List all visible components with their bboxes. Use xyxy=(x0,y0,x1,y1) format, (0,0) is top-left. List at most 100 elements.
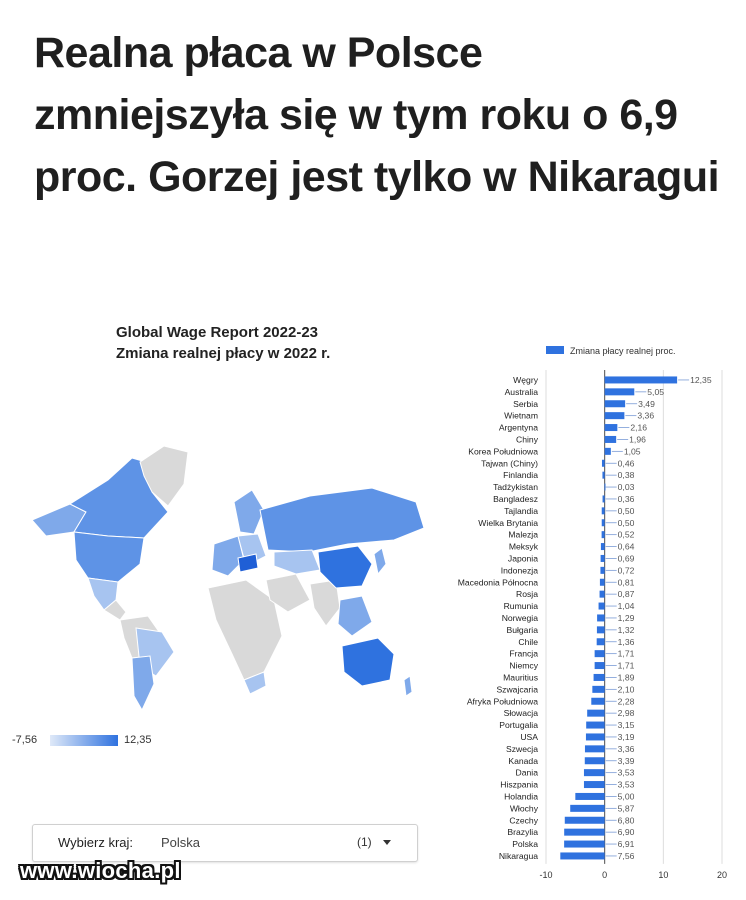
bar[interactable] xyxy=(600,554,605,562)
map-region-usa[interactable] xyxy=(73,531,145,583)
map-region-canada[interactable] xyxy=(68,457,169,539)
bar-chart: Zmiana płacy realnej proc. -10 0 10 20 Węgry 1… xyxy=(458,346,727,880)
category-label: Chiny xyxy=(516,434,539,444)
category-label: Brazylia xyxy=(507,827,538,837)
map-region-middle-east[interactable] xyxy=(265,573,311,613)
watermark: www.wiocha.pl xyxy=(20,858,181,883)
map-region-western-europe[interactable] xyxy=(211,535,245,577)
bar[interactable] xyxy=(600,543,605,551)
bar[interactable] xyxy=(599,590,605,598)
legend-swatch xyxy=(546,346,564,354)
bar[interactable] xyxy=(604,435,617,443)
country-selector[interactable]: Wybierz kraj: Polska (1) xyxy=(32,824,418,862)
bar[interactable] xyxy=(592,685,605,693)
map-region-southeast-asia[interactable] xyxy=(337,595,373,637)
bar[interactable] xyxy=(594,650,605,658)
bar[interactable] xyxy=(587,709,605,717)
map-region-china[interactable] xyxy=(317,545,373,589)
value-label: 0,52 xyxy=(618,530,635,540)
value-label: 3,19 xyxy=(618,732,635,742)
value-label: 0,64 xyxy=(618,542,635,552)
bar[interactable] xyxy=(602,495,605,503)
bar[interactable] xyxy=(584,745,605,753)
bar[interactable] xyxy=(593,673,605,681)
x-tick-label: 20 xyxy=(717,870,727,880)
chevron-down-icon[interactable] xyxy=(383,840,391,845)
bar[interactable] xyxy=(604,388,635,396)
category-label: Szwajcaria xyxy=(496,684,538,694)
value-label: 3,36 xyxy=(637,411,654,421)
bar[interactable] xyxy=(583,769,605,777)
category-label: Nikaragua xyxy=(499,851,538,861)
value-label: 0,03 xyxy=(618,482,635,492)
bar[interactable] xyxy=(601,459,605,467)
country-selector-value[interactable]: Polska xyxy=(161,835,201,850)
x-tick-label: 10 xyxy=(658,870,668,880)
category-label: Hiszpania xyxy=(500,780,538,790)
bar[interactable] xyxy=(601,519,605,527)
value-label: 6,80 xyxy=(618,815,635,825)
map-region-south-america-south[interactable] xyxy=(131,655,155,712)
bar[interactable] xyxy=(564,816,605,824)
value-label: 1,36 xyxy=(618,637,635,647)
bar[interactable] xyxy=(604,412,625,420)
category-label: Tadżykistan xyxy=(493,482,538,492)
value-label: 1,05 xyxy=(624,446,641,456)
bar[interactable] xyxy=(602,471,605,479)
bar[interactable] xyxy=(601,507,605,515)
bar[interactable] xyxy=(596,638,605,646)
bar[interactable] xyxy=(575,792,605,800)
bar[interactable] xyxy=(604,424,618,432)
bar[interactable] xyxy=(597,614,605,622)
category-label: Indonezja xyxy=(501,565,538,575)
world-map[interactable] xyxy=(12,440,430,718)
bar[interactable] xyxy=(604,483,606,491)
bar[interactable] xyxy=(604,400,626,408)
bar[interactable] xyxy=(604,376,678,384)
category-label: Portugalia xyxy=(499,720,538,730)
map-region-scandinavia[interactable] xyxy=(233,489,265,535)
map-region-new-zealand[interactable] xyxy=(403,675,413,697)
category-label: Dania xyxy=(516,768,539,778)
category-label: Bangladesz xyxy=(493,494,538,504)
bar[interactable] xyxy=(594,662,605,670)
value-label: 0,87 xyxy=(618,589,635,599)
category-label: Malezja xyxy=(508,530,538,540)
bar[interactable] xyxy=(591,697,605,705)
legend-max-label: 12,35 xyxy=(124,734,152,746)
bar[interactable] xyxy=(598,602,605,610)
category-label: Słowacja xyxy=(504,708,539,718)
bar[interactable] xyxy=(601,531,605,539)
map-region-japan-korea[interactable] xyxy=(373,547,387,576)
bar[interactable] xyxy=(600,566,605,574)
map-region-central-america[interactable] xyxy=(103,599,127,621)
x-tick-label: -10 xyxy=(539,870,552,880)
bar[interactable] xyxy=(570,804,605,812)
category-label: Korea Południowa xyxy=(468,446,538,456)
bar[interactable] xyxy=(583,781,605,789)
map-region-poland[interactable] xyxy=(237,553,259,573)
map-region-kazakhstan-central-asia[interactable] xyxy=(273,549,321,575)
map-region-greenland[interactable] xyxy=(139,445,189,507)
category-label: Francja xyxy=(509,649,538,659)
category-label: Meksyk xyxy=(509,542,539,552)
bar[interactable] xyxy=(584,757,605,765)
map-region-south-africa[interactable] xyxy=(243,671,267,695)
bar[interactable] xyxy=(585,733,605,741)
value-label: 6,91 xyxy=(618,839,635,849)
bar[interactable] xyxy=(604,447,611,455)
category-label: Kanada xyxy=(508,756,538,766)
map-title-line1: Global Wage Report 2022-23 xyxy=(116,324,319,341)
value-label: 2,10 xyxy=(618,684,635,694)
bar[interactable] xyxy=(599,578,605,586)
bar[interactable] xyxy=(564,828,605,836)
bar[interactable] xyxy=(564,840,605,848)
map-title-line2: Zmiana realnej płacy w 2022 r. xyxy=(116,345,331,362)
x-tick-label: 0 xyxy=(602,870,607,880)
bar[interactable] xyxy=(560,852,605,860)
value-label: 5,00 xyxy=(618,791,635,801)
bar[interactable] xyxy=(586,721,605,729)
map-region-australia[interactable] xyxy=(341,637,395,687)
value-label: 1,89 xyxy=(618,672,635,682)
bar[interactable] xyxy=(596,626,605,634)
